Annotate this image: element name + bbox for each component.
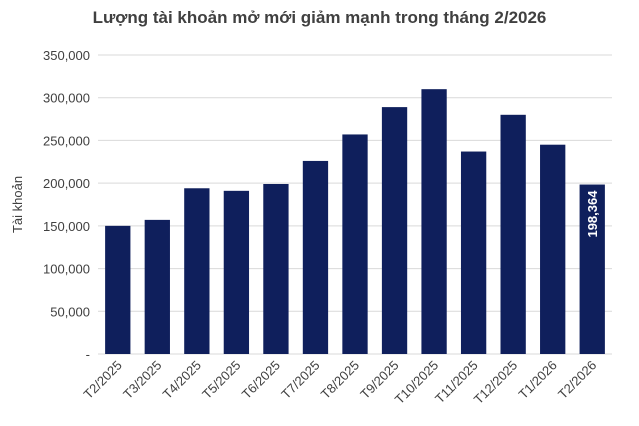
bar — [500, 114, 526, 354]
x-tick-label: T5/2025 — [199, 358, 243, 402]
bar — [302, 160, 329, 354]
y-tick-label: 250,000 — [43, 133, 90, 148]
x-tick-label: T6/2025 — [239, 358, 283, 402]
x-tick-label: T1/2026 — [515, 358, 559, 402]
x-tick-label: T4/2025 — [160, 358, 204, 402]
x-tick-label: T10/2025 — [392, 358, 441, 407]
data-label: 198,364 — [585, 190, 600, 238]
bar — [184, 188, 210, 354]
x-tick-label: T3/2025 — [120, 358, 164, 402]
y-tick-label: 200,000 — [43, 176, 90, 191]
x-tick-label: T8/2025 — [318, 358, 362, 402]
y-axis-label: Tài khoản — [10, 176, 25, 233]
y-tick-label: 150,000 — [43, 219, 90, 234]
bar — [460, 151, 487, 354]
bar — [579, 184, 605, 354]
y-tick-label: - — [86, 347, 90, 362]
chart-title: Lượng tài khoản mở mới giảm mạnh trong t… — [92, 8, 547, 27]
y-tick-label: 300,000 — [43, 91, 90, 106]
x-tick-label: T2/2026 — [555, 358, 599, 402]
x-tick-label: T12/2025 — [471, 358, 520, 407]
bar — [421, 89, 447, 355]
bar — [540, 144, 566, 354]
y-tick-label: 50,000 — [50, 304, 90, 319]
y-tick-label: 350,000 — [43, 48, 90, 63]
y-tick-label: 100,000 — [43, 262, 90, 277]
bar — [381, 107, 408, 355]
bar — [223, 190, 250, 354]
bar — [342, 134, 368, 354]
x-tick-label: T2/2025 — [81, 358, 125, 402]
bar — [263, 183, 289, 354]
x-tick-label: T7/2025 — [278, 358, 322, 402]
bar — [144, 219, 170, 354]
bar — [105, 225, 131, 354]
